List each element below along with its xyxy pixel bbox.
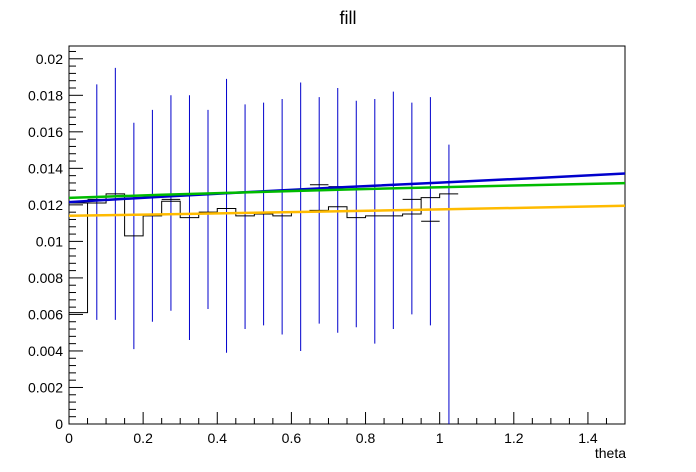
x-tick-label: 1.4 — [578, 430, 598, 446]
chart-title: fill — [340, 8, 357, 28]
y-tick-label: 0.004 — [28, 343, 63, 359]
y-tick-label: 0.008 — [28, 270, 63, 286]
x-tick-label: 0.8 — [356, 430, 376, 446]
x-axis-title: theta — [595, 445, 626, 461]
fit-curve-line — [68, 172, 626, 204]
y-tick-label: 0.012 — [28, 197, 63, 213]
plot-area: 0 0.002 0.004 0.006 0.008 0.01 0.012 0.014 0.016… — [28, 45, 626, 446]
fit-curve-line — [68, 204, 626, 218]
x-tick-label: 1 — [436, 430, 444, 446]
x-tick-label: 0.4 — [208, 430, 228, 446]
histogram-outline — [68, 193, 459, 424]
fit-curve-line — [68, 181, 626, 200]
x-tick-label: 0.2 — [133, 430, 153, 446]
y-tick-label: 0.006 — [28, 306, 63, 322]
y-tick-label: 0.02 — [36, 51, 63, 67]
y-tick-label: 0.01 — [36, 233, 63, 249]
x-tick-label: 0.6 — [282, 430, 302, 446]
y-tick-label: 0.016 — [28, 124, 63, 140]
y-tick-label: 0.018 — [28, 87, 63, 103]
y-tick-label: 0.014 — [28, 160, 63, 176]
y-tick-label: 0.002 — [28, 379, 63, 395]
y-tick-label: 0 — [55, 416, 63, 432]
x-tick-label: 0 — [65, 430, 73, 446]
x-tick-label: 1.2 — [504, 430, 524, 446]
